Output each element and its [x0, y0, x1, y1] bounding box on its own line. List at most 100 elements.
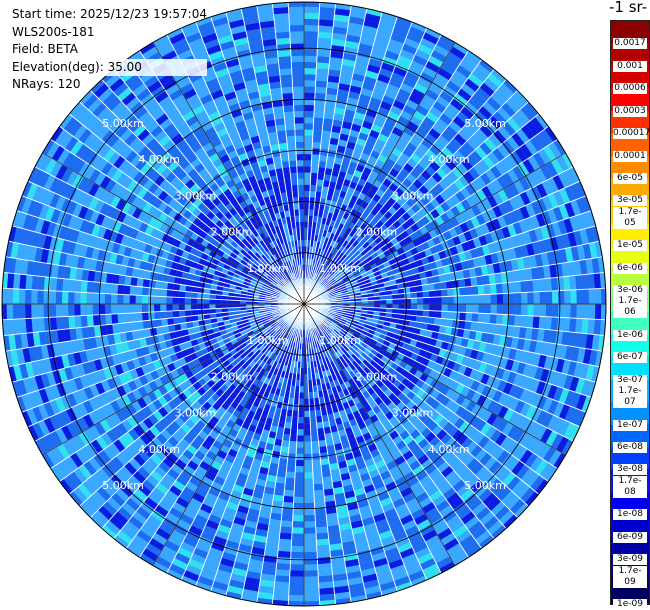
range-gate-cell: [488, 323, 496, 335]
range-gate-cell: [437, 461, 450, 474]
range-gate-cell: [373, 345, 381, 353]
range-gate-cell: [304, 12, 320, 20]
range-gate-cell: [293, 111, 304, 118]
range-gate-cell: [570, 346, 580, 362]
range-gate-cell: [507, 425, 519, 440]
range-gate-cell: [135, 366, 145, 378]
range-gate-cell: [262, 492, 274, 501]
range-gate-cell: [339, 362, 346, 370]
range-gate-cell: [280, 351, 286, 358]
range-gate-cell: [410, 536, 426, 548]
range-gate-cell: [322, 323, 328, 329]
range-gate-cell: [119, 466, 133, 480]
range-gate-cell: [482, 492, 497, 507]
range-gate-cell: [298, 203, 304, 210]
range-gate-cell: [537, 354, 547, 369]
range-gate-cell: [313, 123, 323, 131]
range-gate-cell: [25, 304, 32, 319]
range-gate-cell: [304, 25, 319, 32]
range-gate-cell: [141, 364, 151, 375]
range-gate-cell: [74, 304, 81, 316]
range-gate-cell: [470, 461, 484, 476]
range-gate-cell: [397, 460, 410, 472]
range-gate-cell: [278, 56, 292, 64]
range-gate-cell: [227, 534, 242, 544]
range-gate-cell: [274, 19, 290, 27]
range-gate-cell: [285, 123, 295, 131]
range-gate-cell: [490, 304, 497, 315]
range-gate-cell: [129, 539, 146, 554]
range-gate-cell: [174, 375, 184, 386]
range-gate-cell: [538, 443, 551, 460]
range-gate-cell: [382, 434, 393, 445]
range-gate-cell: [142, 479, 156, 493]
range-gate-cell: [159, 374, 169, 386]
range-gate-cell: [163, 440, 175, 452]
range-gate-cell: [273, 333, 280, 340]
range-gate-cell: [166, 289, 174, 298]
range-gate-cell: [292, 92, 304, 99]
range-gate-cell: [296, 160, 304, 167]
range-gate-cell: [146, 441, 159, 454]
range-gate-cell: [123, 294, 130, 304]
range-gate-cell: [582, 304, 590, 319]
range-gate-cell: [318, 581, 334, 589]
range-gate-cell: [195, 487, 208, 498]
range-gate-cell: [351, 322, 358, 328]
range-gate-cell: [544, 466, 558, 482]
range-gate-cell: [328, 419, 337, 427]
range-gate-cell: [158, 357, 167, 368]
range-gate-cell: [285, 346, 290, 354]
range-gate-cell: [257, 516, 270, 525]
range-gate-cell: [512, 428, 525, 443]
range-gate-cell: [312, 385, 318, 393]
range-gate-cell: [50, 466, 64, 482]
range-gate-cell: [314, 495, 325, 503]
range-gate-cell: [371, 375, 380, 384]
range-gate-cell: [123, 304, 130, 314]
range-gate-cell: [463, 366, 473, 378]
range-gate-cell: [304, 404, 310, 411]
range-gate-cell: [106, 272, 114, 284]
range-gate-cell: [514, 503, 529, 518]
range-gate-cell: [213, 502, 226, 513]
range-gate-cell: [261, 338, 268, 345]
range-gate-cell: [455, 529, 472, 544]
range-gate-cell: [460, 386, 471, 398]
range-gate-cell: [377, 444, 389, 454]
range-gate-cell: [225, 419, 236, 429]
range-gate-cell: [293, 104, 304, 112]
range-gate-cell: [276, 130, 287, 138]
range-gate-cell: [266, 537, 280, 545]
range-gate-cell: [241, 461, 252, 470]
range-gate-cell: [442, 509, 458, 523]
range-gate-cell: [328, 324, 335, 331]
range-gate-cell: [244, 520, 258, 529]
range-gate-cell: [453, 462, 467, 475]
range-gate-cell: [509, 304, 516, 316]
range-gate-cell: [348, 356, 355, 364]
range-gate-cell: [601, 304, 606, 320]
range-gate-cell: [479, 511, 495, 526]
range-gate-cell: [528, 365, 538, 379]
range-gate-cell: [375, 379, 384, 389]
range-gate-cell: [158, 550, 175, 564]
range-gate-cell: [66, 393, 78, 408]
range-gate-cell: [380, 355, 389, 364]
range-gate-cell: [161, 545, 178, 558]
range-gate-cell: [361, 330, 369, 336]
range-gate-cell: [455, 394, 466, 406]
range-gate-cell: [297, 184, 304, 191]
range-gate-cell: [196, 508, 211, 520]
range-gate-cell: [240, 441, 251, 450]
range-gate-cell: [179, 438, 191, 450]
range-gate-cell: [352, 375, 360, 384]
range-gate-cell: [232, 387, 242, 396]
range-gate-cell: [143, 354, 153, 365]
range-gate-cell: [508, 411, 520, 426]
range-gate-cell: [510, 337, 519, 350]
range-gate-cell: [472, 359, 482, 371]
range-gate-cell: [336, 310, 343, 315]
range-gate-cell: [471, 525, 488, 540]
range-gate-cell: [352, 360, 360, 368]
